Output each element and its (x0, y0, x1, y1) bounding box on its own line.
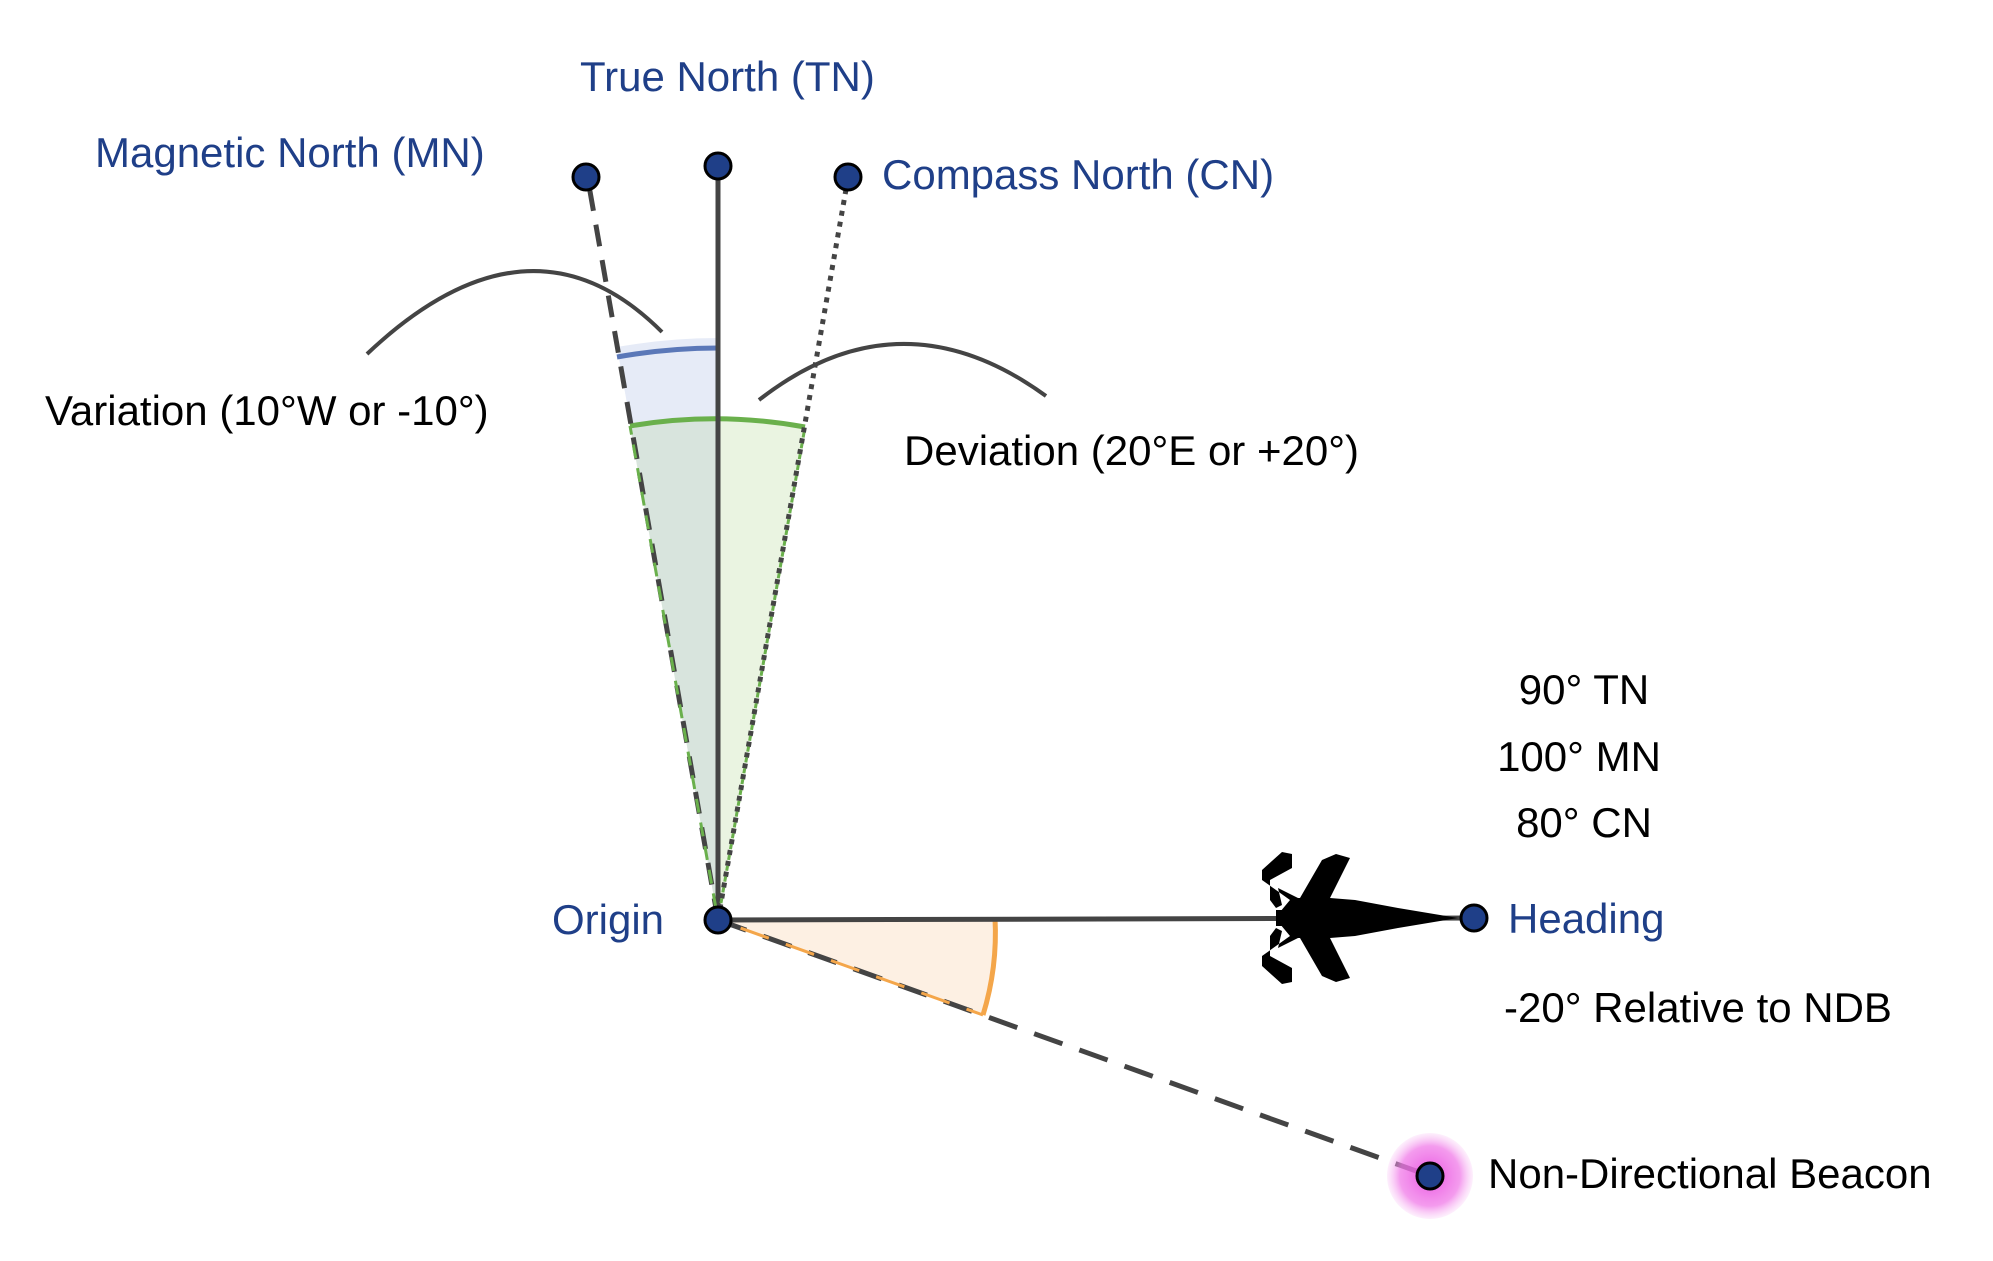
beacon-label: Non-Directional Beacon (1488, 1150, 1932, 1197)
variation-pointer-arc (365, 269, 664, 356)
deviation-label: Deviation (20°E or +20°) (904, 427, 1359, 474)
compass-north-point[interactable] (833, 162, 863, 192)
origin-label: Origin (552, 896, 664, 943)
true-north-point[interactable] (703, 151, 733, 181)
aircraft-icon (1262, 852, 1458, 984)
origin-point[interactable] (703, 905, 733, 935)
true-north-label: True North (TN) (580, 53, 875, 100)
variation-label: Variation (10°W or -10°) (45, 387, 489, 434)
magnetic-north-label: Magnetic North (MN) (95, 129, 485, 176)
deviation-pointer-arc (757, 342, 1048, 402)
heading-point[interactable] (1459, 903, 1489, 933)
magnetic-north-point[interactable] (571, 162, 601, 192)
relative-label: -20° Relative to NDB (1504, 984, 1892, 1031)
bearing-mn-label: 100° MN (1497, 733, 1661, 780)
bearing-tn-label: 90° TN (1519, 666, 1649, 713)
bearing-cn-label: 80° CN (1516, 799, 1652, 846)
variation-arc (616, 345, 719, 360)
heading-label: Heading (1508, 895, 1664, 942)
relative-arc (980, 917, 998, 1016)
compass-north-line (715, 177, 851, 921)
relative-orange-edge (717, 918, 984, 1017)
beacon-line (717, 917, 1431, 1179)
relative-sector (718, 918, 996, 1015)
deviation-green-edge-right (716, 426, 807, 921)
beacon-point[interactable] (1415, 1161, 1445, 1191)
compass-north-label: Compass North (CN) (882, 151, 1274, 198)
